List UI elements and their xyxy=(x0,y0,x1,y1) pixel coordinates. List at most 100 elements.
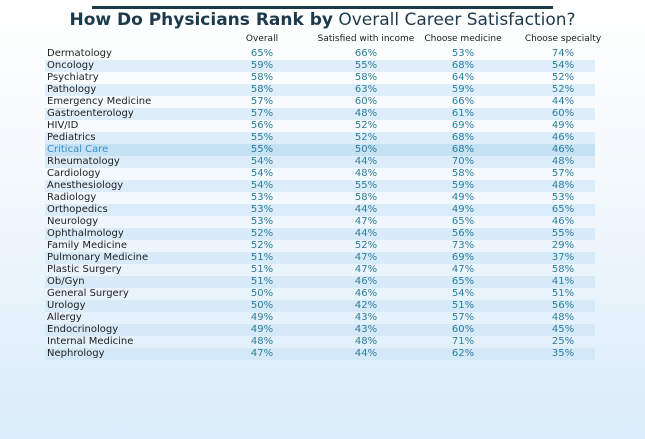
table-row: Radiology 53% 58% 49% 53% xyxy=(45,192,595,204)
table-row: Family Medicine 52% 52% 73% 29% xyxy=(45,240,595,252)
percent-cell: 52% xyxy=(250,240,274,251)
percent-cell: 48% xyxy=(551,156,575,167)
specialty-name: Critical Care xyxy=(47,144,109,155)
table-row: Oncology 59% 55% 68% 54% xyxy=(45,60,595,72)
percent-cell: 60% xyxy=(551,108,575,119)
specialty-name: Rheumatology xyxy=(47,156,120,167)
specialty-name: General Surgery xyxy=(47,288,129,299)
table-row: Neurology 53% 47% 65% 46% xyxy=(45,216,595,228)
percent-cell: 54% xyxy=(551,60,575,71)
percent-cell: 68% xyxy=(451,132,475,143)
percent-cell: 51% xyxy=(250,276,274,287)
specialty-name: Oncology xyxy=(47,60,94,71)
specialty-name: HIV/ID xyxy=(47,120,79,131)
specialty-name: Gastroenterology xyxy=(47,108,134,119)
table-row: Psychiatry 58% 58% 64% 52% xyxy=(45,72,595,84)
table-row: Critical Care 55% 50% 68% 46% xyxy=(45,144,595,156)
percent-cell: 57% xyxy=(551,168,575,179)
percent-cell: 56% xyxy=(451,228,475,239)
table-row: Urology 50% 42% 51% 56% xyxy=(45,300,595,312)
percent-cell: 49% xyxy=(451,192,475,203)
percent-cell: 47% xyxy=(354,264,378,275)
specialty-name: Nephrology xyxy=(47,348,105,359)
percent-cell: 60% xyxy=(451,324,475,335)
title-bold: How Do Physicians Rank by xyxy=(69,10,333,30)
specialty-name: Ob/Gyn xyxy=(47,276,85,287)
specialty-name: Pathology xyxy=(47,84,97,95)
table-row: Rheumatology 54% 44% 70% 48% xyxy=(45,156,595,168)
percent-cell: 58% xyxy=(354,72,378,83)
percent-cell: 68% xyxy=(451,60,475,71)
percent-cell: 59% xyxy=(451,180,475,191)
percent-cell: 46% xyxy=(551,216,575,227)
percent-cell: 55% xyxy=(354,180,378,191)
percent-cell: 48% xyxy=(354,336,378,347)
percent-cell: 43% xyxy=(354,312,378,323)
percent-cell: 64% xyxy=(451,72,475,83)
percent-cell: 54% xyxy=(250,180,274,191)
specialty-name: Pediatrics xyxy=(47,132,96,143)
specialty-name: Urology xyxy=(47,300,86,311)
percent-cell: 48% xyxy=(551,180,575,191)
percent-cell: 45% xyxy=(551,324,575,335)
table-row: General Surgery 50% 46% 54% 51% xyxy=(45,288,595,300)
percent-cell: 60% xyxy=(354,96,378,107)
specialty-name: Internal Medicine xyxy=(47,336,134,347)
percent-cell: 55% xyxy=(250,132,274,143)
percent-cell: 54% xyxy=(250,156,274,167)
percent-cell: 46% xyxy=(551,132,575,143)
title: How Do Physicians Rank by Overall Career… xyxy=(0,10,645,30)
percent-cell: 44% xyxy=(551,96,575,107)
title-normal: Overall Career Satisfaction? xyxy=(338,10,576,30)
percent-cell: 58% xyxy=(451,168,475,179)
percent-cell: 51% xyxy=(250,264,274,275)
percent-cell: 69% xyxy=(451,252,475,263)
table-row: Nephrology 47% 44% 62% 35% xyxy=(45,348,595,360)
percent-cell: 42% xyxy=(354,300,378,311)
percent-cell: 49% xyxy=(451,204,475,215)
percent-cell: 55% xyxy=(354,60,378,71)
percent-cell: 57% xyxy=(250,108,274,119)
column-header: Overall xyxy=(245,34,279,44)
table-row: Pathology 58% 63% 59% 52% xyxy=(45,84,595,96)
specialty-name: Orthopedics xyxy=(47,204,108,215)
percent-cell: 50% xyxy=(250,300,274,311)
percent-cell: 53% xyxy=(250,192,274,203)
percent-cell: 68% xyxy=(451,144,475,155)
percent-cell: 44% xyxy=(354,204,378,215)
percent-cell: 50% xyxy=(354,144,378,155)
table-row: Orthopedics 53% 44% 49% 65% xyxy=(45,204,595,216)
percent-cell: 47% xyxy=(250,348,274,359)
percent-cell: 65% xyxy=(451,216,475,227)
table-row: Dermatology 65% 66% 53% 74% xyxy=(45,48,595,60)
table-row: Anesthesiology 54% 55% 59% 48% xyxy=(45,180,595,192)
specialty-name: Pulmonary Medicine xyxy=(47,252,149,263)
percent-cell: 48% xyxy=(250,336,274,347)
specialty-name: Plastic Surgery xyxy=(47,264,122,275)
percent-cell: 50% xyxy=(250,288,274,299)
column-header: Satisfied with income xyxy=(317,34,415,44)
percent-cell: 52% xyxy=(250,228,274,239)
percent-cell: 65% xyxy=(451,276,475,287)
percent-cell: 47% xyxy=(451,264,475,275)
percent-cell: 44% xyxy=(354,228,378,239)
table-row: Ob/Gyn 51% 46% 65% 41% xyxy=(45,276,595,288)
percent-cell: 53% xyxy=(551,192,575,203)
specialty-name: Endocrinology xyxy=(47,324,119,335)
percent-cell: 49% xyxy=(250,312,274,323)
percent-cell: 66% xyxy=(354,48,378,59)
percent-cell: 53% xyxy=(250,204,274,215)
percent-cell: 53% xyxy=(451,48,475,59)
percent-cell: 61% xyxy=(451,108,475,119)
percent-cell: 73% xyxy=(451,240,475,251)
percent-cell: 56% xyxy=(250,120,274,131)
table-row: Internal Medicine 48% 48% 71% 25% xyxy=(45,336,595,348)
percent-cell: 35% xyxy=(551,348,575,359)
table-row: Emergency Medicine 57% 60% 66% 44% xyxy=(45,96,595,108)
specialty-name: Neurology xyxy=(47,216,99,227)
percent-cell: 52% xyxy=(354,132,378,143)
specialty-name: Cardiology xyxy=(47,168,101,179)
percent-cell: 48% xyxy=(354,168,378,179)
percent-cell: 49% xyxy=(551,120,575,131)
percent-cell: 58% xyxy=(551,264,575,275)
